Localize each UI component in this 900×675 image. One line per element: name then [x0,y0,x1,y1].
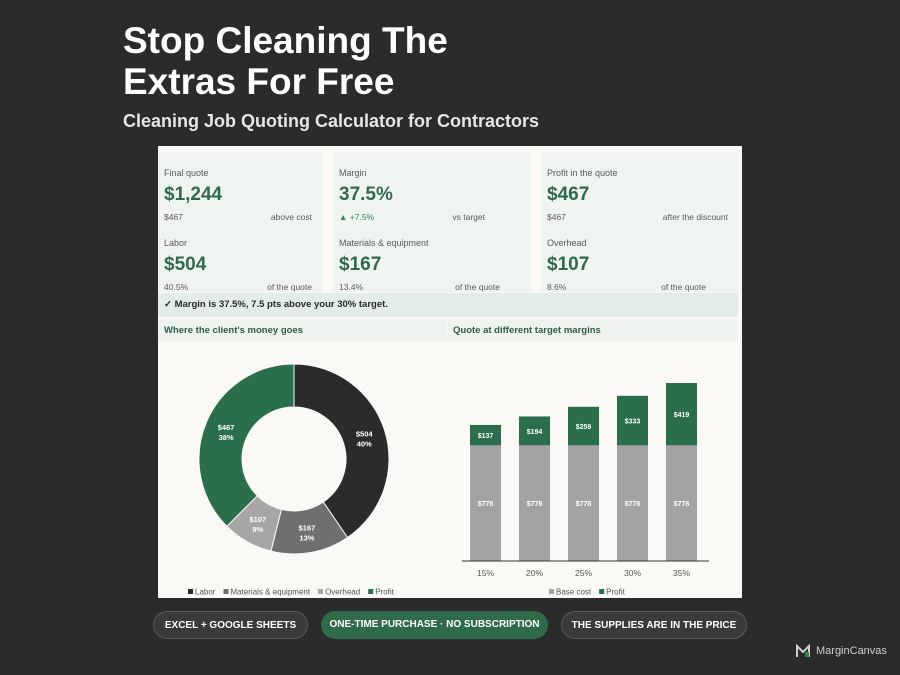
legend-swatch-profit [368,589,374,594]
card-sub-label: of the quote [267,282,312,292]
margin-card: Margin 37.5% ▲ +7.5% vs target Materials… [333,152,531,292]
bar-data-label: $778 [478,501,494,508]
donut-percent-label: 38% [219,433,234,442]
bar-base-cost-35 [666,445,697,561]
x-tick-label: 30% [624,568,641,578]
legend-swatch-profit [599,589,605,594]
card-sub-value: 13.4% [339,282,364,292]
brand-name: MarginCanvas [816,645,887,657]
bar-data-label: $333 [625,419,641,426]
calculator-sheet: Final quote $1,244 $467 above cost Labor… [158,146,742,598]
donut-value-label: $167 [299,523,316,532]
x-tick-label: 20% [526,568,543,578]
card-label: Labor [164,238,188,248]
card-sub-label: of the quote [455,282,500,292]
x-tick-label: 35% [673,568,690,578]
bar-base-cost-15 [470,445,501,561]
card-value: $467 [547,184,590,205]
bar-data-label: $137 [478,433,494,440]
legend-swatch-base-cost [549,589,554,594]
donut-value-label: $467 [218,423,235,432]
card-sub-value: $467 [164,212,183,222]
legend-label-profit: Profit [375,588,394,597]
bar-profit-35 [666,383,697,446]
donut-value-label: $107 [249,515,266,524]
card-label: Materials & equipment [339,238,429,248]
card-sub-label: above cost [270,212,312,222]
donut-section-heading: Where the client's money goes [158,319,446,341]
excel-sheets-pill: EXCEL + GOOGLE SHEETS [153,611,308,639]
card-label: Final quote [164,168,209,178]
card-sub-label: after the discount [662,212,728,222]
profit-card: Profit in the quote $467 $467 after the … [541,152,738,292]
card-value: $504 [164,254,207,275]
bar-data-label: $419 [674,412,690,419]
card-sub-label: vs target [452,212,485,222]
legend-label-profit: Profit [606,588,625,597]
card-sub-value: ▲ +7.5% [339,212,375,222]
bar-data-label: $778 [625,501,641,508]
card-value: 37.5% [339,184,393,205]
donut-slice-profit [198,363,295,527]
legend-label-labor: Labor [195,588,216,597]
supplies-in-price-pill: THE SUPPLIES ARE IN THE PRICE [561,611,747,639]
title-line-2: Extras For Free [123,61,395,102]
card-value: $167 [339,254,382,275]
title-line-1: Stop Cleaning The [123,20,448,61]
legend-label-overhead: Overhead [325,588,360,597]
margin-status-banner: ✓ Margin is 37.5%, 7.5 pts above your 30… [158,293,738,317]
donut-percent-label: 9% [252,525,263,534]
bar-data-label: $778 [527,501,543,508]
donut-percent-label: 13% [299,533,314,542]
brand-logo: MarginCanvas [796,644,887,658]
bar-base-cost-30 [617,445,648,561]
donut-slice-labor [293,363,390,539]
card-sub-value: 40.5% [164,282,189,292]
bar-profit-15 [470,424,501,446]
target-margin-bar-chart: $778 $137 $778 $194 $778 $259 $778 $333 $778 $419… [462,383,709,597]
bar-base-cost-20 [519,445,550,561]
donut-percent-label: 40% [357,439,372,448]
bar-profit-30 [617,395,648,446]
x-tick-label: 25% [575,568,592,578]
bar-data-label: $259 [576,424,592,431]
final-quote-card: Final quote $1,244 $467 above cost Labor… [158,152,322,292]
legend-swatch-overhead [318,589,324,594]
card-sub-label: of the quote [661,282,706,292]
card-label: Profit in the quote [547,168,618,178]
bar-data-label: $194 [527,429,543,436]
bar-profit-20 [519,416,550,446]
bar-base-cost-25 [568,445,599,561]
bars-section-heading: Quote at different target margins [447,319,738,341]
legend-swatch-labor [188,589,193,594]
margincanvas-logo-icon [796,644,810,657]
legend-label-base-cost: Base cost [556,588,592,597]
bar-profit-25 [568,406,599,446]
x-tick-label: 15% [477,568,494,578]
bar-data-label: $778 [674,501,690,508]
bar-data-label: $778 [576,501,592,508]
donut-value-label: $504 [356,429,374,438]
card-value: $1,244 [164,184,223,205]
card-value: $107 [547,254,590,275]
one-time-purchase-pill: ONE-TIME PURCHASE · NO SUBSCRIPTION [321,611,548,639]
page-subtitle: Cleaning Job Quoting Calculator for Cont… [123,111,540,131]
card-label: Margin [339,168,367,178]
card-label: Overhead [547,238,587,248]
card-sub-value: 8.6% [547,282,567,292]
card-sub-value: $467 [547,212,566,222]
legend-swatch-materials-equipment [223,589,229,594]
page-title: Stop Cleaning The Extras For Free [123,20,448,102]
legend-label-materials-equipment: Materials & equipment [230,588,310,597]
